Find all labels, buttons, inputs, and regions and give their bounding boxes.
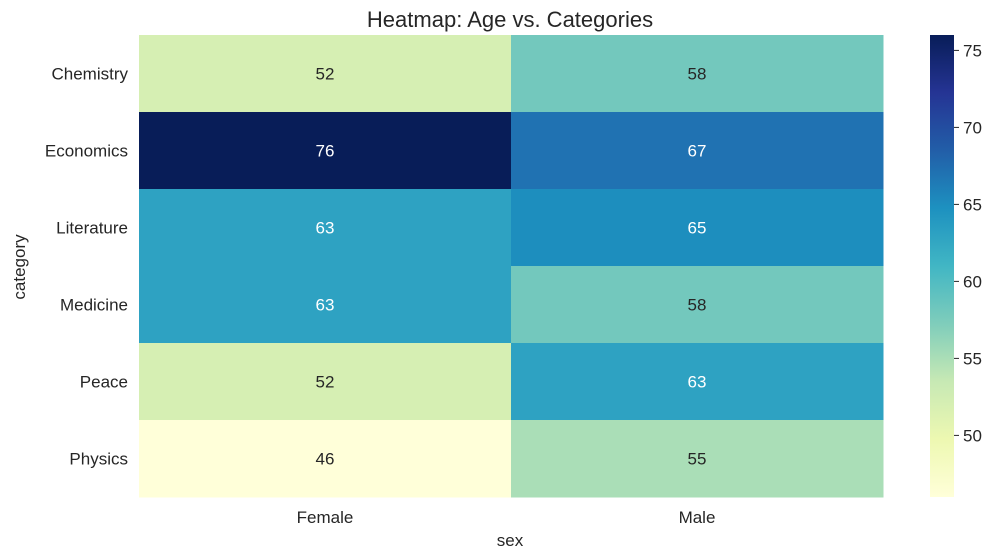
- cell-value-labels: 52 58 76 67 63 65 63 58 52 63 46 55: [316, 65, 707, 469]
- y-tick-label: Literature: [56, 219, 128, 238]
- heatmap-cell: [139, 266, 512, 344]
- heatmap-cell: [511, 420, 884, 498]
- cell-value-label: 58: [688, 296, 707, 315]
- colorbar-tick-label: 65: [963, 195, 982, 214]
- colorbar: [930, 35, 954, 497]
- heatmap-cell: [139, 189, 512, 267]
- heatmap-cell: [511, 112, 884, 190]
- x-tick-labels: Female Male: [297, 508, 716, 527]
- heatmap-cell: [139, 35, 512, 113]
- x-tick-label: Female: [297, 508, 354, 527]
- cell-value-label: 52: [316, 65, 335, 84]
- cell-value-label: 52: [316, 373, 335, 392]
- heatmap-cell: [139, 112, 512, 190]
- y-tick-label: Physics: [69, 450, 128, 469]
- chart-title: Heatmap: Age vs. Categories: [367, 7, 653, 32]
- heatmap-cell: [139, 420, 512, 498]
- heatmap-cell: [511, 343, 884, 421]
- y-tick-label: Peace: [80, 373, 128, 392]
- y-axis-label: category: [10, 234, 29, 300]
- heatmap-cell: [511, 189, 884, 267]
- colorbar-tick-label: 70: [963, 118, 982, 137]
- cell-value-label: 63: [316, 296, 335, 315]
- heatmap-cell: [511, 35, 884, 113]
- colorbar-ticks: 50 55 60 65 70 75: [954, 41, 982, 445]
- colorbar-tick-label: 75: [963, 41, 982, 60]
- cell-value-label: 63: [316, 219, 335, 238]
- cell-value-label: 46: [316, 450, 335, 469]
- y-tick-label: Chemistry: [51, 65, 128, 84]
- heatmap-cell: [139, 343, 512, 421]
- colorbar-tick-label: 55: [963, 349, 982, 368]
- cell-value-label: 67: [688, 142, 707, 161]
- cell-value-label: 65: [688, 219, 707, 238]
- cell-value-label: 55: [688, 450, 707, 469]
- cell-value-label: 58: [688, 65, 707, 84]
- colorbar-tick-label: 50: [963, 426, 982, 445]
- x-tick-label: Male: [679, 508, 716, 527]
- cell-value-label: 63: [688, 373, 707, 392]
- heatmap-cells: [139, 35, 884, 498]
- y-tick-label: Economics: [45, 142, 128, 161]
- cell-value-label: 76: [316, 142, 335, 161]
- heatmap-cell: [511, 266, 884, 344]
- x-axis-label: sex: [497, 531, 524, 550]
- y-tick-label: Medicine: [60, 296, 128, 315]
- colorbar-tick-label: 60: [963, 272, 982, 291]
- y-tick-labels: Chemistry Economics Literature Medicine Peac…: [45, 65, 129, 469]
